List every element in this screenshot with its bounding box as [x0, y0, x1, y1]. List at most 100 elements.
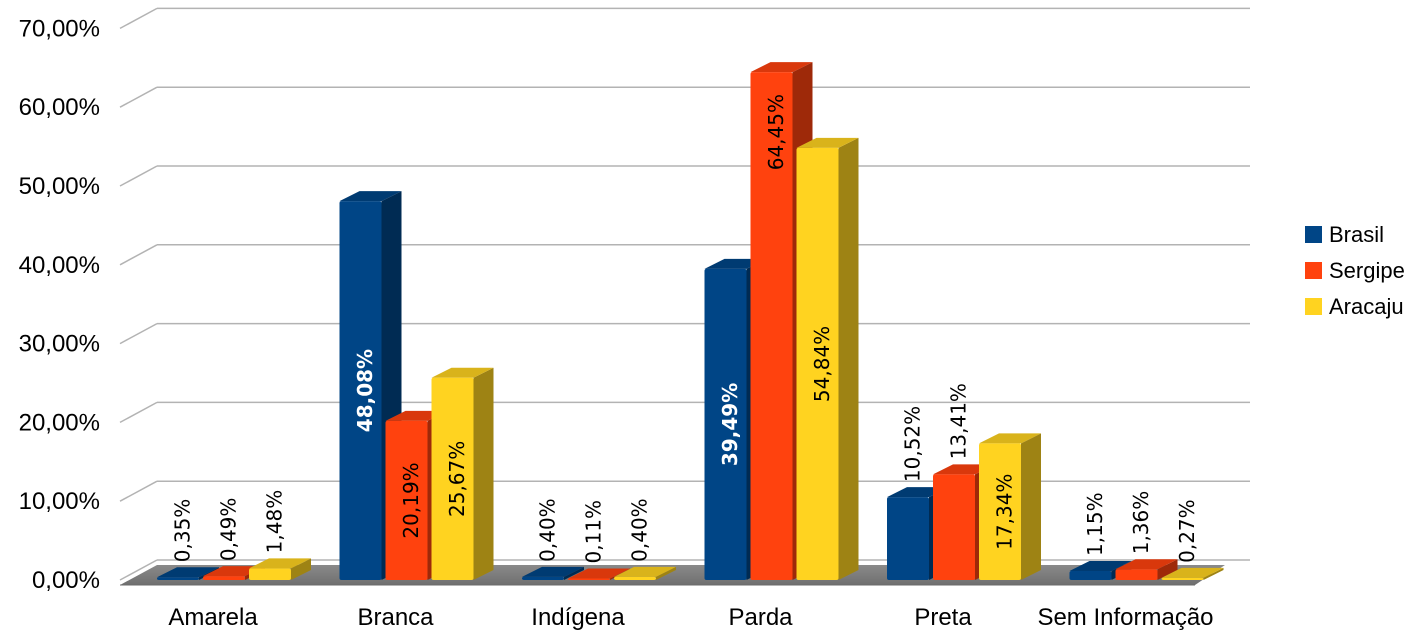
bar-top	[796, 137, 859, 148]
y-tick-label: 60,00%	[19, 94, 100, 121]
bar-side	[473, 367, 494, 580]
bar-top	[1161, 567, 1224, 578]
gridline-diagonal	[119, 86, 158, 108]
legend-label-brasil: Brasil	[1329, 222, 1384, 247]
bar-front	[614, 576, 656, 580]
bar-aracaju-5	[1161, 567, 1224, 580]
bar-front	[157, 577, 199, 580]
bar-top	[522, 566, 584, 577]
bar-side	[564, 566, 584, 580]
bar-brasil-2	[522, 566, 584, 580]
bar-front	[431, 377, 474, 580]
bar-top	[1069, 560, 1132, 571]
bar-front	[568, 578, 610, 580]
data-label: 17,34%	[993, 474, 1017, 550]
y-tick-label: 0,00%	[32, 567, 100, 594]
bars-layer	[157, 62, 1224, 581]
bar-front	[933, 474, 975, 580]
legend-swatch-aracaju	[1305, 298, 1322, 315]
bar-aracaju-2	[614, 566, 676, 580]
bar-front	[1115, 569, 1158, 580]
bar-front	[385, 420, 428, 580]
data-label: 64,45%	[764, 94, 788, 170]
bar-top	[249, 558, 311, 569]
bar-front	[203, 576, 245, 580]
x-tick-label: Preta	[914, 604, 972, 631]
bar-aracaju-1	[431, 367, 494, 580]
bar-front	[979, 443, 1021, 580]
data-label: 0,49%	[217, 498, 241, 562]
bar-side	[1021, 433, 1041, 580]
gridline-diagonal	[119, 244, 158, 266]
bar-aracaju-4	[979, 433, 1041, 580]
x-tick-label: Indígena	[531, 604, 625, 631]
bar-front	[249, 568, 291, 580]
data-label: 48,08%	[353, 349, 377, 432]
bar-front	[1161, 577, 1204, 580]
axis-layer: 0,00% 10,00% 20,00% 30,00% 40,00% 50,00% 60,00…	[19, 15, 1214, 631]
bar-top	[157, 567, 219, 578]
bar-front	[1069, 570, 1112, 580]
y-tick-label: 10,00%	[19, 488, 100, 515]
data-label: 25,67%	[445, 441, 469, 517]
y-tick-label: 40,00%	[19, 252, 100, 279]
x-tick-label: Amarela	[168, 604, 258, 631]
bar-front	[339, 201, 382, 581]
bar-aracaju-3	[796, 137, 859, 581]
x-tick-label: Sem Informação	[1037, 604, 1213, 631]
bar-front	[704, 268, 747, 580]
bar-top	[750, 62, 813, 73]
data-label: 54,84%	[810, 326, 834, 402]
y-tick-label: 30,00%	[19, 331, 100, 358]
gridline-diagonal	[119, 401, 158, 424]
x-tick-label: Parda	[728, 604, 793, 631]
gridline-diagonal	[119, 480, 158, 502]
data-label: 1,36%	[1129, 491, 1153, 555]
data-label: 1,15%	[1083, 492, 1107, 556]
bar-side	[1157, 559, 1178, 580]
bar-top	[568, 568, 630, 579]
grid-layer	[119, 7, 1250, 586]
y-tick-label: 20,00%	[19, 409, 100, 436]
bar-top	[979, 433, 1041, 444]
bar-side	[656, 566, 676, 580]
bar-top	[614, 566, 676, 577]
x-tick-label: Branca	[357, 604, 434, 631]
bar-side	[838, 137, 859, 581]
bar-front	[887, 497, 929, 580]
data-label: 1,48%	[263, 490, 287, 554]
gridline-diagonal	[119, 322, 158, 345]
data-label: 20,19%	[399, 462, 423, 538]
legend-swatch-sergipe	[1305, 262, 1322, 279]
legend-label-sergipe: Sergipe	[1329, 258, 1405, 283]
legend: Brasil Sergipe Aracaju	[1305, 222, 1405, 319]
gridline-diagonal	[119, 165, 158, 187]
data-label: 13,41%	[947, 383, 971, 459]
legend-label-aracaju: Aracaju	[1329, 294, 1404, 319]
data-label: 10,52%	[901, 406, 925, 482]
gridline-diagonal	[119, 7, 158, 30]
data-label: 0,40%	[628, 498, 652, 562]
bar-front	[522, 576, 564, 580]
bar-side	[1203, 567, 1224, 580]
data-labels-layer: 0,35% 0,49% 1,48% 48,08% 20,19% 25,67% 0,40% 0,…	[171, 94, 1200, 563]
bar-top	[339, 191, 402, 202]
bar-top	[431, 367, 494, 378]
data-label: 0,35%	[171, 499, 195, 563]
y-tick-label: 50,00%	[19, 173, 100, 200]
data-label: 0,27%	[1175, 499, 1199, 563]
bar-front	[750, 72, 793, 580]
bar-top	[1115, 559, 1178, 570]
y-tick-label: 70,00%	[19, 15, 100, 42]
bar-sergipe-5	[1115, 559, 1178, 580]
legend-swatch-brasil	[1305, 226, 1322, 243]
gridline-diagonal	[119, 559, 158, 581]
bar-aracaju-0	[249, 558, 311, 580]
bar-side	[291, 558, 311, 580]
bar-front	[796, 147, 839, 581]
data-label: 0,40%	[536, 498, 560, 562]
data-label: 39,49%	[718, 383, 742, 466]
data-label: 0,11%	[582, 500, 606, 564]
